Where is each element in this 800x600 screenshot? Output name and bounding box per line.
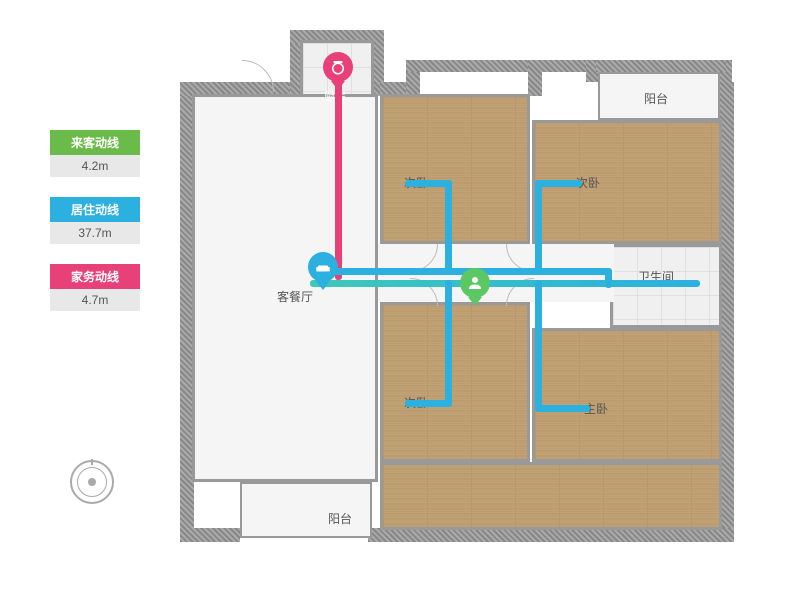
flow-living bbox=[605, 268, 612, 288]
legend-label: 来客动线 bbox=[50, 130, 140, 155]
flow-living bbox=[405, 180, 452, 187]
flow-living bbox=[405, 400, 452, 407]
flow-living bbox=[535, 405, 590, 412]
floorplan-container: 厨房 阳台 客餐厅 次卧 次卧 次卧 主卧 卫生间 阳台 bbox=[180, 30, 740, 540]
label-balcony-top: 阳台 bbox=[644, 90, 668, 107]
wall-segment bbox=[596, 60, 726, 72]
legend-item-housework: 家务动线 4.7m bbox=[50, 264, 140, 311]
room-bedroom-top-left bbox=[380, 94, 530, 244]
legend-value: 4.2m bbox=[50, 155, 140, 177]
flow-living bbox=[535, 180, 582, 187]
room-bedroom-bottom-right bbox=[532, 328, 722, 462]
flow-living bbox=[535, 180, 542, 275]
wall-segment bbox=[180, 528, 240, 542]
wall-segment bbox=[406, 60, 536, 72]
compass-icon bbox=[70, 460, 114, 504]
legend-label: 家务动线 bbox=[50, 264, 140, 289]
legend-panel: 来客动线 4.2m 居住动线 37.7m 家务动线 4.7m bbox=[50, 130, 140, 331]
living-icon bbox=[308, 252, 338, 282]
guest-icon bbox=[460, 268, 490, 298]
legend-value: 37.7m bbox=[50, 222, 140, 244]
kitchen-icon bbox=[323, 52, 353, 82]
flow-housework bbox=[335, 70, 342, 280]
label-balcony-bottom: 阳台 bbox=[328, 510, 352, 527]
flow-living bbox=[535, 280, 542, 410]
room-bedroom-bottom-left bbox=[380, 302, 530, 462]
flow-living bbox=[445, 180, 452, 275]
flow-living bbox=[445, 280, 452, 405]
legend-item-guest: 来客动线 4.2m bbox=[50, 130, 140, 177]
flow-living bbox=[310, 268, 610, 275]
room-balcony-bottom bbox=[240, 482, 372, 538]
wall-segment bbox=[720, 82, 734, 542]
legend-label: 居住动线 bbox=[50, 197, 140, 222]
legend-value: 4.7m bbox=[50, 289, 140, 311]
label-living: 客餐厅 bbox=[277, 288, 313, 305]
legend-item-living: 居住动线 37.7m bbox=[50, 197, 140, 244]
wall-segment bbox=[368, 528, 734, 542]
room-floor-bottom bbox=[380, 462, 722, 530]
flow-living bbox=[310, 280, 700, 287]
